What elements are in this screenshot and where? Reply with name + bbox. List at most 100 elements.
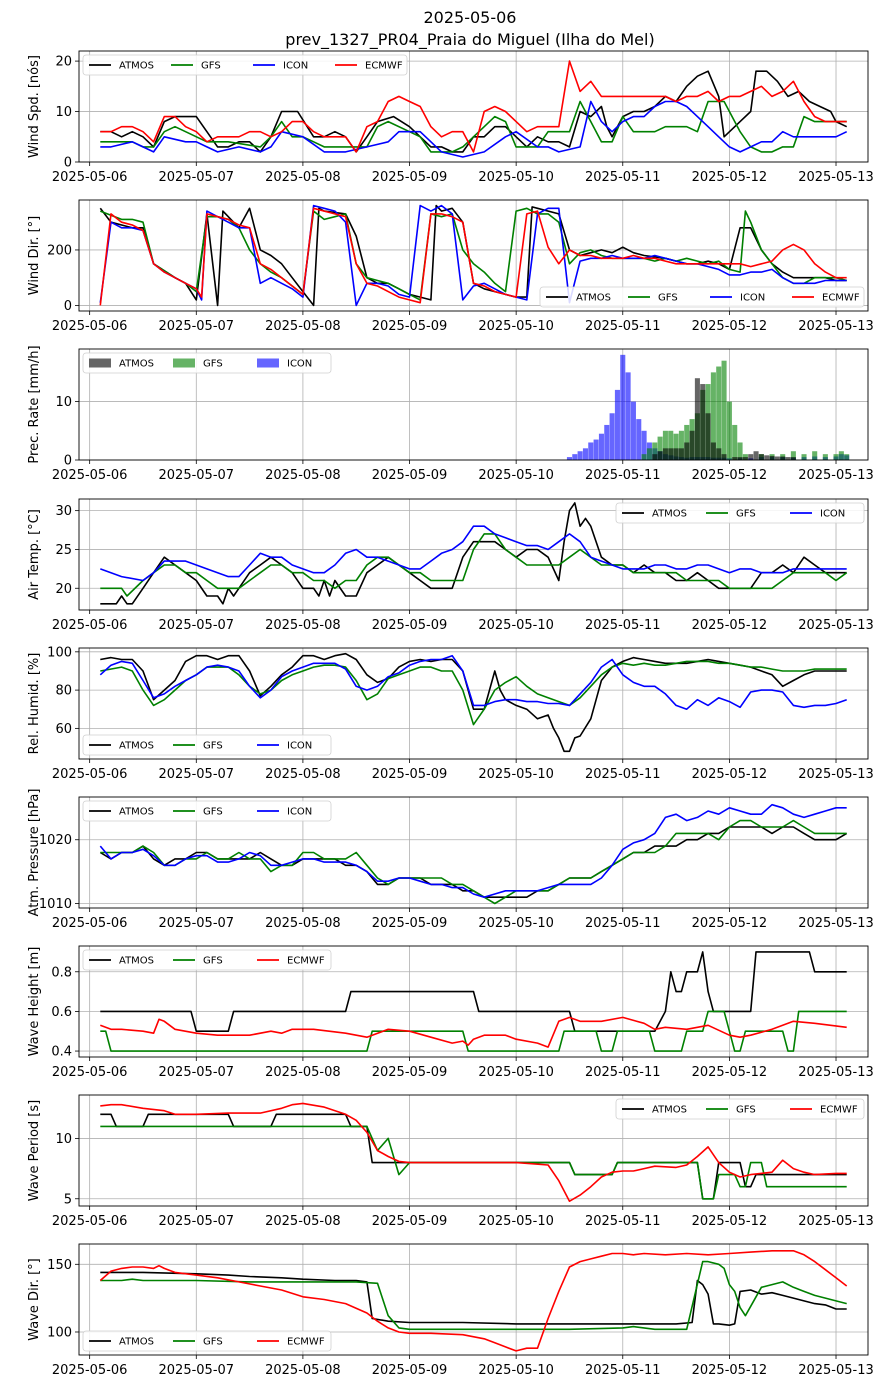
figure-title: 2025-05-06 <box>424 8 517 27</box>
bar <box>636 419 642 460</box>
y-tick-label: 25 <box>55 543 72 558</box>
x-tick-label: 2025-05-13 <box>798 618 874 633</box>
bar <box>753 451 759 460</box>
bar <box>657 436 663 460</box>
series-line-gfs <box>100 1010 847 1052</box>
legend-label: ATMOS <box>119 61 154 72</box>
legend-label: ATMOS <box>119 807 154 818</box>
x-tick-label: 2025-05-09 <box>372 170 448 185</box>
x-tick-label: 2025-05-12 <box>692 1363 768 1378</box>
series-line-icon <box>99 803 847 898</box>
plot-area <box>100 1102 847 1202</box>
legend-label: GFS <box>203 741 223 752</box>
legend: ATMOS GFS ICON ECMWF <box>539 286 865 308</box>
bar <box>716 366 722 460</box>
bar <box>790 451 796 460</box>
legend-label: GFS <box>203 1337 223 1348</box>
x-tick-label: 2025-05-10 <box>478 618 554 633</box>
y-tick-label: 20 <box>55 582 72 597</box>
bar <box>641 430 647 460</box>
x-tick-label: 2025-05-12 <box>692 319 768 334</box>
legend-label: GFS <box>658 293 678 304</box>
x-tick-label: 2025-05-08 <box>265 1065 341 1080</box>
x-tick-label: 2025-05-07 <box>159 618 235 633</box>
y-tick-label: 10 <box>55 105 72 120</box>
x-tick-label: 2025-05-09 <box>372 319 448 334</box>
x-tick-label: 2025-05-12 <box>692 468 768 483</box>
y-axis-label: Wave Period [s] <box>27 1100 42 1201</box>
y-tick-label: 1020 <box>39 833 72 848</box>
legend-box <box>82 949 332 971</box>
bar <box>838 451 844 460</box>
y-tick-label: 0.4 <box>51 1045 72 1060</box>
bar <box>812 451 818 460</box>
x-tick-label: 2025-05-10 <box>478 767 554 782</box>
legend-label: ICON <box>287 359 312 370</box>
legend-label: ECMWF <box>820 1105 858 1116</box>
bar <box>668 430 674 460</box>
series-line-ecmwf <box>99 207 847 306</box>
x-tick-label: 2025-05-13 <box>798 1065 874 1080</box>
y-tick-label: 80 <box>55 684 72 699</box>
series-line-atmos <box>100 70 848 153</box>
legend-label: ICON <box>740 293 765 304</box>
axes-frame <box>78 796 869 909</box>
x-tick-label: 2025-05-07 <box>159 916 235 931</box>
bar <box>705 413 711 460</box>
bar <box>769 455 775 460</box>
x-tick-label: 2025-05-13 <box>798 767 874 782</box>
legend-box <box>539 286 865 308</box>
axes-frame <box>78 50 869 163</box>
bar <box>577 451 583 460</box>
x-tick-label: 2025-05-12 <box>692 618 768 633</box>
x-tick-label: 2025-05-08 <box>265 1214 341 1229</box>
axes-frame <box>78 945 869 1058</box>
x-tick-label: 2025-05-06 <box>52 1065 128 1080</box>
bar <box>790 457 796 460</box>
legend-box <box>82 54 408 76</box>
figure-subtitle: prev_1327_PR04_Praia do Miguel (Ilha do … <box>285 30 654 50</box>
legend: ATMOS GFS ICON ECMWF <box>82 54 408 76</box>
legend-label: GFS <box>736 1105 756 1116</box>
plot-area <box>99 652 847 753</box>
x-tick-label: 2025-05-09 <box>372 1214 448 1229</box>
chart-panel-2: 0 10 2025-05-06 2025-05-07 2025-05-08 2025-05… <box>27 345 874 483</box>
series-line-gfs <box>100 1260 847 1331</box>
bar <box>662 448 668 460</box>
series-line-icon <box>99 654 847 710</box>
series-line-atmos <box>100 502 847 605</box>
x-tick-label: 2025-05-12 <box>692 767 768 782</box>
legend: ATMOS GFS ECMWF <box>82 949 332 971</box>
series-line-gfs <box>100 1125 847 1200</box>
bar <box>609 413 615 460</box>
legend-label: ECMWF <box>822 293 860 304</box>
legend-label: ICON <box>287 741 312 752</box>
x-tick-label: 2025-05-09 <box>372 1363 448 1378</box>
legend-label: ATMOS <box>119 359 154 370</box>
bar <box>630 401 636 460</box>
y-tick-label: 30 <box>55 504 72 519</box>
bar <box>710 442 716 460</box>
plot-area <box>99 1250 848 1352</box>
x-tick-label: 2025-05-11 <box>585 468 661 483</box>
series-line-icon <box>100 100 848 158</box>
x-tick-label: 2025-05-10 <box>478 916 554 931</box>
x-tick-label: 2025-05-06 <box>52 319 128 334</box>
y-tick-label: 0 <box>64 454 72 469</box>
legend-label: ECMWF <box>287 956 325 967</box>
series-line-gfs <box>100 533 848 597</box>
legend-box <box>615 502 865 524</box>
x-tick-label: 2025-05-13 <box>798 468 874 483</box>
legend-label: ATMOS <box>119 1337 154 1348</box>
legend: ATMOS GFS ICON <box>615 502 865 524</box>
x-tick-label: 2025-05-11 <box>585 916 661 931</box>
y-axis-label: Prec. Rate [mm/h] <box>27 345 42 463</box>
chart-panel-3: 20 25 30 2025-05-06 2025-05-07 2025-05-08 2025… <box>27 498 874 633</box>
x-tick-label: 2025-05-07 <box>159 1363 235 1378</box>
bar <box>689 430 695 460</box>
axes-frame <box>78 647 869 760</box>
x-tick-label: 2025-05-09 <box>372 1065 448 1080</box>
plot-area <box>100 951 847 1052</box>
bar <box>764 455 770 460</box>
